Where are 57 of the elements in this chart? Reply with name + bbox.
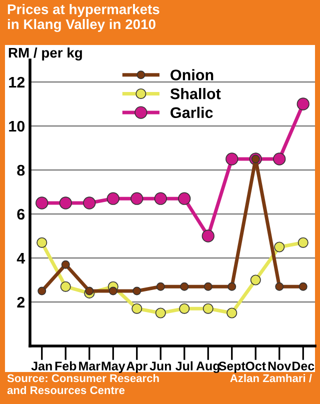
point bbox=[250, 274, 261, 286]
point bbox=[60, 281, 71, 292]
point bbox=[132, 286, 142, 296]
text: Azlan Zamhari / bbox=[230, 374, 312, 382]
point bbox=[275, 282, 284, 291]
point bbox=[132, 303, 142, 314]
legend-label: Onion bbox=[170, 69, 214, 80]
point bbox=[156, 282, 165, 291]
point bbox=[59, 196, 72, 210]
point bbox=[274, 242, 285, 252]
y-tick-label: 8 bbox=[17, 164, 25, 176]
point bbox=[202, 303, 214, 314]
point bbox=[226, 308, 238, 318]
point bbox=[202, 230, 214, 242]
x-tick-label: Apr bbox=[126, 362, 148, 373]
x-tick-label: Sept bbox=[218, 362, 246, 373]
point bbox=[108, 286, 118, 296]
point bbox=[273, 152, 286, 166]
legend-label: Shallot bbox=[170, 88, 221, 100]
source-note: Source: Consumer Research and Resources Centre bbox=[7, 374, 159, 394]
point bbox=[83, 196, 96, 210]
point bbox=[36, 237, 48, 248]
point bbox=[296, 98, 310, 110]
y-tick-label: 4 bbox=[16, 253, 26, 264]
point bbox=[228, 282, 236, 291]
point bbox=[106, 192, 120, 205]
x-tick-label: Feb bbox=[55, 361, 76, 370]
point bbox=[298, 282, 308, 291]
point bbox=[38, 286, 46, 296]
y-axis-title: RM / per kg bbox=[8, 47, 82, 61]
x-tick-label: Jan bbox=[31, 362, 52, 370]
y-tick-label: 6 bbox=[17, 208, 25, 220]
x-tick-label: Nov bbox=[268, 362, 292, 370]
point bbox=[179, 303, 190, 314]
point bbox=[180, 282, 189, 291]
x-tick-label: Jun bbox=[150, 362, 171, 370]
x-tick-label: Mar bbox=[79, 362, 100, 370]
point bbox=[298, 237, 308, 248]
x-tick-label: Oct bbox=[246, 362, 266, 370]
chart-title: Prices at hypermarkets in Klang Valley in 2010 bbox=[8, 4, 160, 32]
y-tick-label: 2 bbox=[17, 296, 25, 308]
point bbox=[130, 192, 144, 205]
y-tick-label: 10 bbox=[9, 120, 25, 132]
point bbox=[85, 286, 94, 296]
point bbox=[204, 282, 212, 291]
x-tick-label: Jul bbox=[176, 361, 193, 370]
point bbox=[36, 196, 48, 210]
x-tick-label: Aug bbox=[196, 362, 220, 373]
y-tick-label: 12 bbox=[9, 76, 25, 88]
x-tick-label: Dec bbox=[292, 362, 314, 370]
point bbox=[154, 192, 167, 205]
point bbox=[155, 308, 166, 318]
point bbox=[61, 260, 70, 269]
point bbox=[226, 152, 238, 166]
legend-label: Garlic bbox=[170, 106, 213, 118]
point bbox=[178, 192, 191, 205]
x-tick-label: May bbox=[102, 362, 126, 373]
